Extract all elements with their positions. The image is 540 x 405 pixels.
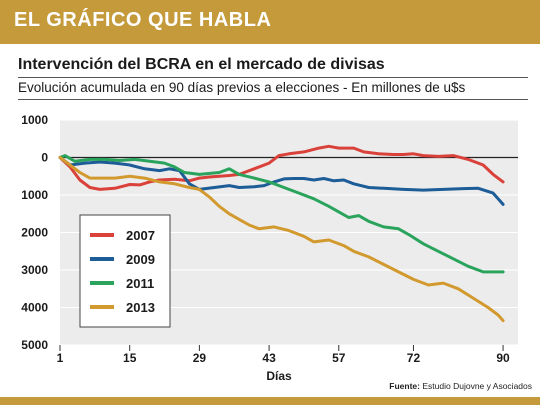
title-divider	[18, 77, 528, 78]
banner-title: EL GRÁFICO QUE HABLA	[14, 9, 272, 31]
legend-label-2009: 2009	[126, 252, 155, 267]
series-line-2007	[58, 144, 505, 191]
x-tick-label: 1	[57, 351, 64, 365]
legend-label-2013: 2013	[126, 300, 155, 315]
y-tick-label: 4000	[21, 301, 48, 315]
x-axis-label: Días	[266, 369, 292, 383]
x-tick-label: 57	[332, 351, 346, 365]
legend-label-2011: 2011	[126, 276, 154, 291]
legend-label-2007: 2007	[126, 228, 155, 243]
header-banner: EL GRÁFICO QUE HABLA	[0, 0, 540, 44]
subtitle-divider	[18, 99, 528, 100]
source-note: Fuente: Estudio Dujovne y Asociados	[389, 381, 532, 391]
x-tick-label: 15	[123, 351, 137, 365]
source-label: Fuente:	[389, 381, 420, 391]
y-tick-label: 5000	[21, 338, 48, 352]
x-tick-label: 29	[193, 351, 207, 365]
y-tick-label: 1000	[21, 188, 48, 202]
y-tick-label: 3000	[21, 263, 48, 277]
y-tick-label: 2000	[21, 226, 48, 240]
footer-bar	[0, 397, 540, 405]
series-line-2013	[58, 156, 505, 323]
chart-subtitle: Evolución acumulada en 90 días previos a…	[18, 80, 466, 95]
series-line-2009	[58, 156, 505, 206]
source-text: Estudio Dujovne y Asociados	[422, 381, 532, 391]
x-tick-label: 43	[262, 351, 276, 365]
chart-title: Intervención del BCRA en el mercado de d…	[18, 56, 385, 73]
y-tick-label: 0	[41, 151, 48, 165]
x-tick-label: 72	[407, 351, 421, 365]
x-tick-label: 90	[496, 351, 510, 365]
legend-box	[79, 214, 171, 328]
y-tick-label: 1000	[21, 113, 48, 127]
series-line-2011	[58, 154, 505, 274]
